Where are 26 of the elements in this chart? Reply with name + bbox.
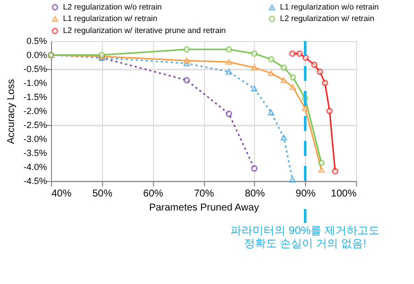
x-tick-label: 100% bbox=[330, 188, 357, 200]
text: 파라미터의 90%를 제거하고도 정확도 손실이 거의 없음! bbox=[230, 225, 380, 250]
x-tick-label: 70% bbox=[194, 188, 214, 200]
legend-label: L2 regularization w/o retrain bbox=[63, 2, 162, 12]
y-tick-label: -4.0% bbox=[23, 162, 47, 172]
y-tick-label: -4.5% bbox=[23, 176, 47, 186]
x-tick-label: 80% bbox=[244, 188, 265, 200]
y-tick-label: 0.0% bbox=[26, 50, 47, 60]
x-tick-label: 50% bbox=[92, 188, 112, 200]
y-tick-label: -3.0% bbox=[23, 134, 47, 144]
legend-label: L1 regularization w/o retrain bbox=[280, 2, 379, 12]
y-tick-label: -1.0% bbox=[23, 78, 47, 88]
legend-label: L2 regularization w/ iterative prune and retrain bbox=[63, 26, 226, 35]
y-tick-label: -2.0% bbox=[23, 106, 47, 116]
y-tick-label: -0.5% bbox=[23, 64, 47, 74]
y-axis-title: Accuracy Loss bbox=[6, 78, 17, 144]
y-tick-label: -3.5% bbox=[23, 148, 47, 158]
legend-label: L2 regularization w/ retrain bbox=[280, 14, 374, 23]
x-tick-label: 40% bbox=[52, 188, 72, 200]
y-tick-label: 0.5% bbox=[26, 36, 47, 46]
x-tick-label: 60% bbox=[143, 188, 164, 200]
y-tick-label: -1.5% bbox=[23, 92, 47, 102]
legend-label: L1 regularization w/ retrain bbox=[63, 14, 158, 23]
x-axis-title: Parametes Pruned Away bbox=[149, 202, 259, 214]
y-tick-label: -2.5% bbox=[23, 120, 47, 130]
x-tick-label: 90% bbox=[296, 188, 316, 200]
